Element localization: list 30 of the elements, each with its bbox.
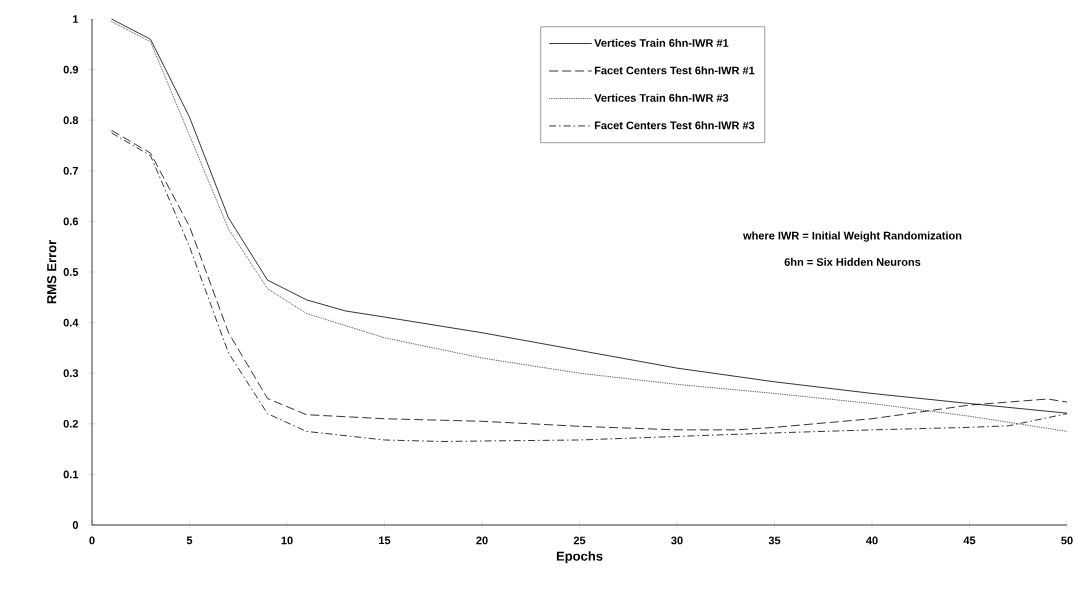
x-tick-label: 0 xyxy=(89,536,95,545)
y-tick-label: 0 xyxy=(72,521,79,529)
y-tick-label: 0.9 xyxy=(63,65,79,74)
x-tick-label: 30 xyxy=(671,536,683,545)
y-tick-label: 0.5 xyxy=(63,268,79,276)
y-tick-label: 0.2 xyxy=(63,419,79,428)
y-axis-title: RMS Error xyxy=(47,240,57,304)
x-tick-label: 5 xyxy=(186,536,193,545)
legend-label: Facet Centers Test 6hn-IWR #3 xyxy=(594,121,755,130)
x-tick-label: 25 xyxy=(573,536,586,545)
annotation: 6hn = Six Hidden Neurons xyxy=(784,257,921,266)
legend-label: Vertices Train 6hn-IWR #1 xyxy=(594,38,729,47)
y-tick-label: 0.7 xyxy=(63,166,78,175)
x-tick-label: 45 xyxy=(963,536,976,545)
x-tick-label: 35 xyxy=(768,536,781,545)
legend-label: Vertices Train 6hn-IWR #3 xyxy=(594,93,729,102)
legend-label: Facet Centers Test 6hn-IWR #1 xyxy=(594,66,755,75)
annotation: where IWR = Initial Weight Randomization xyxy=(743,231,962,242)
x-tick-label: 50 xyxy=(1061,536,1073,545)
x-tick-label: 10 xyxy=(281,536,293,545)
x-tick-label: 20 xyxy=(476,536,488,545)
y-tick-label: 0.8 xyxy=(63,116,79,125)
y-tick-label: 0.4 xyxy=(63,318,79,327)
y-tick-label: 0.3 xyxy=(63,369,79,378)
y-tick-label: 0.1 xyxy=(63,470,79,479)
x-tick-label: 40 xyxy=(866,536,878,545)
y-tick-label: 0.6 xyxy=(63,217,79,226)
x-tick-label: 15 xyxy=(379,536,391,545)
y-tick-label: 1 xyxy=(73,15,79,23)
x-axis-title: Epochs xyxy=(556,551,603,564)
